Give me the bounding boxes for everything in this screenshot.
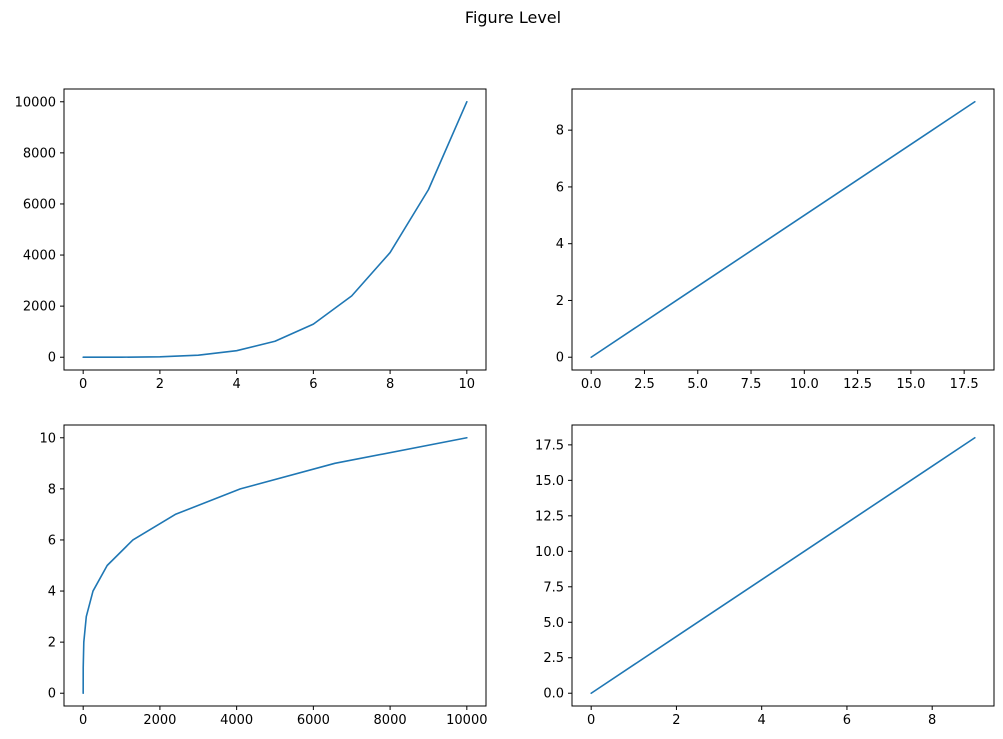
x-tick-label: 2.5 [634,377,655,392]
series-line-bottom-right-0 [590,436,976,695]
x-tick-label: 6 [309,377,317,392]
y-tick-label: 8 [556,124,564,139]
x-tick-label: 8000 [374,713,407,728]
y-tick-label: 2.5 [543,651,564,666]
y-tick-label: 2 [556,294,564,309]
x-tick-label: 2 [156,377,164,392]
x-tick-label: 2 [672,713,680,728]
subplot-bottom-left: 0 2000 4000 6000 8000 10000 0 2 4 6 8 10 [39,424,487,728]
y-tick-label: 4 [48,585,56,600]
x-tick-label: 10 [459,377,476,392]
x-tick-label: 8 [386,377,394,392]
y-tick-label: 10000 [15,95,56,110]
x-tick-label: 0 [587,713,595,728]
y-tick-label: 2000 [23,300,56,315]
y-tick-label: 0.0 [543,687,564,702]
x-tick-label: 4 [232,377,240,392]
y-tick-label: 15.0 [535,474,564,489]
x-tick-label: 2000 [143,713,176,728]
axes-frame-bottom-right [571,424,995,707]
subplot-top-left: 0 2 4 6 8 10 0 2000 4000 6000 8000 10000 [15,88,487,392]
y-tick-label: 6 [48,533,56,548]
x-tick-label: 0 [79,713,87,728]
y-tick-label: 2 [48,636,56,651]
y-tick-label: 10 [39,431,56,446]
x-tick-label: 10.0 [790,377,819,392]
y-tick-label: 0 [556,351,564,366]
x-tick-label: 15.0 [896,377,925,392]
x-tick-label: 4 [758,713,766,728]
series-line-top-left-0 [82,100,468,359]
x-tick-label: 17.5 [950,377,979,392]
y-tick-label: 4000 [23,249,56,264]
x-tick-label: 12.5 [843,377,872,392]
y-tick-label: 8 [48,482,56,497]
y-tick-label: 6 [556,180,564,195]
y-tick-label: 0 [48,351,56,366]
subplot-bottom-right: 0 2 4 6 8 0.0 2.5 5.0 7.5 10.0 12.5 15.0 17.5 [535,424,995,728]
y-tick-label: 4 [556,237,564,252]
x-tick-label: 7.5 [741,377,762,392]
y-tick-label: 10.0 [535,545,564,560]
axes-frame-top-right [571,88,995,371]
x-tick-label: 0 [79,377,87,392]
figure-title: Figure Level [465,8,561,27]
x-tick-label: 6 [843,713,851,728]
x-tick-label: 6000 [297,713,330,728]
y-tick-label: 0 [48,687,56,702]
y-tick-label: 12.5 [535,509,564,524]
axes-frame-bottom-left [63,424,487,707]
y-tick-label: 5.0 [543,616,564,631]
x-tick-label: 5.0 [687,377,708,392]
y-tick-label: 7.5 [543,580,564,595]
y-tick-label: 17.5 [535,438,564,453]
x-tick-label: 8 [928,713,936,728]
x-tick-label: 10000 [446,713,487,728]
series-line-top-right-0 [590,100,976,359]
subplot-top-right: 0.0 2.5 5.0 7.5 10.0 12.5 15.0 17.5 0 2 4 6 8 [556,88,995,392]
y-tick-label: 8000 [23,146,56,161]
y-tick-label: 6000 [23,197,56,212]
series-line-bottom-left-0 [82,436,468,695]
axes-frame-top-left [63,88,487,371]
x-tick-label: 0.0 [581,377,602,392]
x-tick-label: 4000 [220,713,253,728]
